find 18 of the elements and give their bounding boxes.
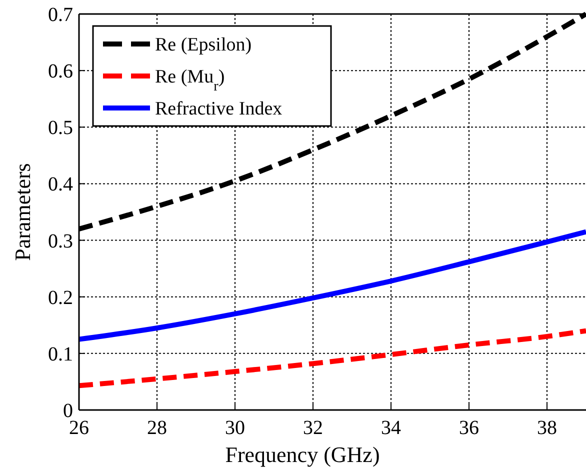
x-axis-title: Frequency (GHz)	[225, 442, 380, 467]
legend-label: Re (Mu$_{r}$)	[155, 66, 225, 95]
x-tick-label: 30	[225, 417, 245, 439]
y-tick-label: 0.7	[48, 4, 73, 26]
x-tick-label: 36	[459, 417, 479, 439]
y-tick-label: 0.6	[48, 60, 73, 83]
legend-label: Re (Epsilon)	[155, 34, 252, 56]
y-tick-label: 0.5	[48, 117, 73, 140]
y-axis-title: Parameters	[10, 163, 35, 261]
y-tick-label: 0.3	[48, 230, 73, 252]
x-tick-label: 28	[147, 417, 167, 439]
x-tick-label: 38	[537, 417, 557, 439]
x-tick-label: 34	[381, 417, 401, 439]
y-tick-label: 0.2	[48, 286, 73, 309]
x-tick-label: 32	[303, 417, 323, 439]
y-tick-label: 0.1	[48, 343, 73, 366]
y-tick-label: 0.4	[48, 174, 73, 196]
legend-label: Refractive Index	[155, 98, 283, 120]
